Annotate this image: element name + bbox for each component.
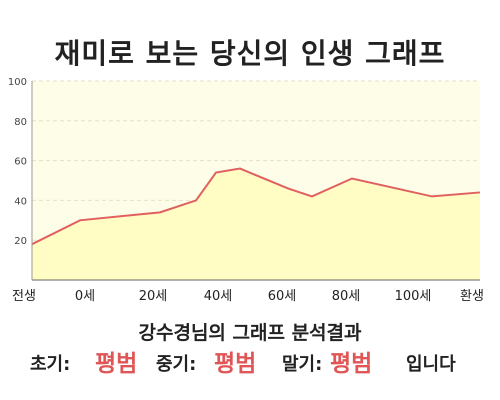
middle-value: 평범 xyxy=(214,351,257,377)
x-tick-label: 0세 xyxy=(75,289,95,304)
x-tick-label: 40세 xyxy=(204,289,233,304)
x-tick-label: 100세 xyxy=(395,289,432,304)
verdict-ending: 입니다 xyxy=(406,354,456,375)
analysis-summary: 강수경님의 그래프 분석결과 xyxy=(138,322,362,344)
early-label: 초기: xyxy=(30,354,71,375)
x-tick-label: 전생 xyxy=(12,289,36,304)
x-tick-label: 80세 xyxy=(332,289,361,304)
x-tick-label: 60세 xyxy=(268,289,297,304)
life-line xyxy=(31,167,481,246)
late-value: 평범 xyxy=(330,351,373,377)
early-value: 평범 xyxy=(95,351,138,377)
chart-title: 재미로 보는 당신의 인생 그래프 xyxy=(54,37,446,70)
y-tick-label: 20 xyxy=(14,236,27,247)
y-tick-label: 60 xyxy=(14,157,27,168)
middle-label: 중기: xyxy=(156,354,197,375)
x-tick-label: 20세 xyxy=(139,289,168,304)
y-tick-label: 40 xyxy=(14,196,27,207)
verdict-row: 초기: 평범 중기: 평범 말기: 평범 입니다 xyxy=(0,344,500,380)
y-tick-labels: 20 40 60 80 100 xyxy=(8,77,27,247)
y-tick-label: 100 xyxy=(8,77,27,88)
y-tick-label: 80 xyxy=(14,117,27,128)
x-tick-label: 환생 xyxy=(460,289,484,304)
late-label: 말기: xyxy=(282,354,323,375)
x-tick-labels: 전생 0세 20세 40세 60세 80세 100세 환생 xyxy=(12,289,484,304)
life-area-fill xyxy=(32,168,480,280)
